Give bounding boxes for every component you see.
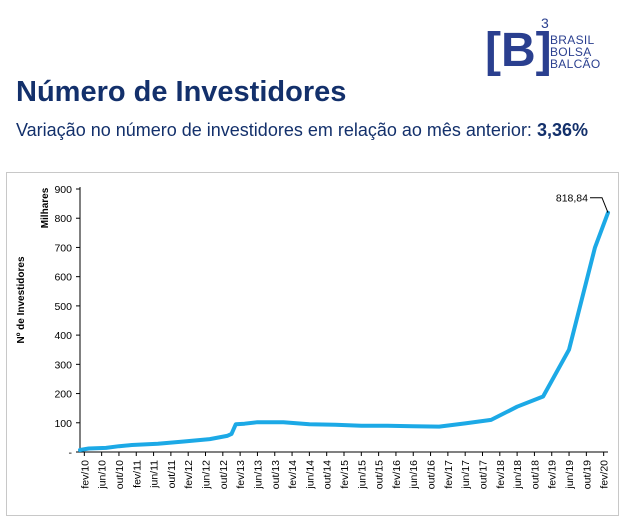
subtitle: Variação no número de investidores em re… <box>16 120 588 141</box>
x-tick-label: jun/12 <box>201 460 213 490</box>
x-tick-label: fev/15 <box>339 460 351 489</box>
logo-wordmark: BRASIL BOLSA BALCÃO <box>550 34 601 70</box>
logo-line-bolsa: BOLSA <box>550 45 592 59</box>
x-tick-label: fev/16 <box>391 460 403 489</box>
y-tick-label: 600 <box>54 272 72 284</box>
page-title: Número de Investidores <box>16 76 347 108</box>
x-axis: fev/10 jun/10 out/10 fev/11 jun/11 out/11 fev/… <box>79 451 611 490</box>
y-tick-label: 300 <box>54 359 72 371</box>
x-tick-label: out/17 <box>477 460 489 489</box>
x-tick-label: fev/13 <box>235 460 247 489</box>
x-tick-label: fev/11 <box>131 460 143 488</box>
y-tick-label: 900 <box>54 184 72 196</box>
x-tick-label: jun/13 <box>252 460 264 490</box>
y-tick-label: 500 <box>54 301 72 313</box>
x-tick-label: jun/15 <box>356 460 368 490</box>
y-axis-unit: Milhares <box>40 187 51 228</box>
x-tick-label: jun/17 <box>460 460 472 490</box>
logo-superscript: 3 <box>541 15 549 31</box>
y-axis: - 100 200 300 400 500 600 700 800 900 <box>54 184 81 459</box>
y-tick-label: - <box>69 447 73 459</box>
logo-line-balcao: BALCÃO <box>550 57 601 71</box>
x-tick-label: out/14 <box>322 460 334 489</box>
series-line <box>78 210 610 452</box>
x-tick-label: fev/14 <box>287 460 299 489</box>
series-layer <box>78 210 610 452</box>
x-tick-label: out/10 <box>114 460 126 489</box>
y-axis-title: Nº de Investidores <box>16 256 27 343</box>
x-tick-label: out/15 <box>374 460 386 489</box>
x-tick-label: fev/17 <box>443 460 455 489</box>
logo-line-brasil: BRASIL <box>550 33 595 47</box>
annotation-leader <box>590 197 609 213</box>
y-tick-label: 100 <box>54 418 72 430</box>
y-tick-label: 700 <box>54 242 72 254</box>
b3-logo: [B] 3 <box>485 15 552 76</box>
x-tick-label: fev/18 <box>495 460 507 489</box>
x-tick-label: out/19 <box>581 460 593 489</box>
y-tick-label: 800 <box>54 213 72 225</box>
x-tick-label: jun/19 <box>564 460 576 490</box>
x-tick-label: out/16 <box>426 460 438 489</box>
x-tick-label: jun/10 <box>97 460 109 490</box>
chart-frame <box>6 172 619 516</box>
x-tick-label: out/13 <box>270 460 282 489</box>
annotation-layer: 818,84 <box>556 193 609 213</box>
x-tick-label: out/12 <box>218 460 230 489</box>
y-tick-label: 400 <box>54 330 72 342</box>
x-tick-label: jun/14 <box>304 460 316 490</box>
y-tick-label: 200 <box>54 389 72 401</box>
x-tick-label: fev/12 <box>183 460 195 489</box>
subtitle-value: 3,36% <box>536 120 588 140</box>
x-tick-label: jun/16 <box>408 460 420 490</box>
x-tick-label: jun/11 <box>149 460 161 489</box>
x-tick-label: out/11 <box>166 460 178 489</box>
x-tick-label: fev/19 <box>547 460 559 489</box>
logo-mark: [B] <box>485 24 552 76</box>
annotation-label: 818,84 <box>556 193 588 205</box>
x-tick-label: jun/18 <box>512 460 524 490</box>
x-tick-label: fev/20 <box>599 460 611 489</box>
x-tick-label: out/18 <box>529 460 541 489</box>
subtitle-text: Variação no número de investidores em re… <box>16 120 532 140</box>
x-tick-label: fev/10 <box>79 460 91 489</box>
